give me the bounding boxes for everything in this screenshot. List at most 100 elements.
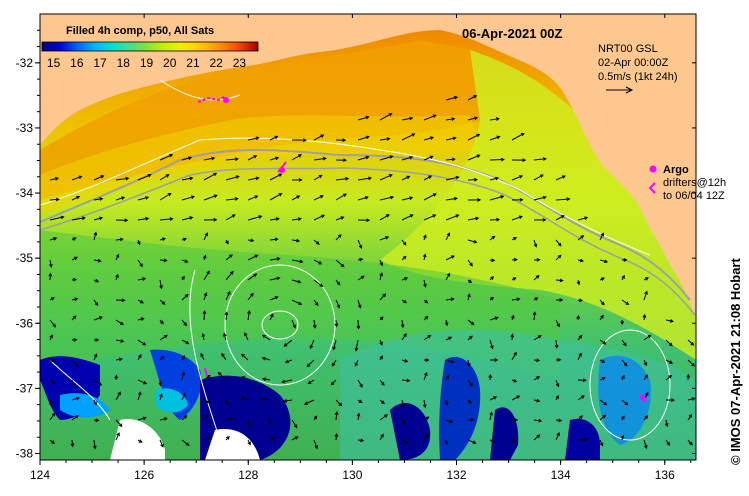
- velocity-arrow: [181, 439, 190, 446]
- velocity-arrow: [445, 96, 458, 101]
- velocity-arrow: [203, 414, 208, 421]
- velocity-arrow: [159, 279, 163, 289]
- velocity-arrow: [445, 176, 459, 181]
- eddy-contour: [224, 264, 336, 386]
- velocity-arrow: [335, 412, 338, 421]
- velocity-arrow: [137, 392, 142, 401]
- velocity-arrow: [599, 414, 606, 421]
- velocity-arrow: [423, 175, 432, 181]
- y-tick-label: -32: [16, 56, 34, 70]
- velocity-arrow: [247, 273, 257, 281]
- velocity-arrow: [71, 379, 76, 388]
- velocity-arrow: [93, 353, 98, 361]
- velocity-arrow: [555, 339, 558, 348]
- velocity-arrow: [467, 95, 477, 101]
- velocity-arrow: [282, 379, 293, 383]
- velocity-arrow: [49, 319, 56, 328]
- y-tick-label: -34: [16, 186, 34, 200]
- colorbar-ramp: [41, 41, 259, 52]
- velocity-arrow: [218, 372, 227, 381]
- velocity-arrow: [291, 299, 302, 305]
- velocity-arrow: [304, 399, 315, 405]
- velocity-arrow: [511, 352, 517, 361]
- velocity-arrow: [401, 175, 410, 181]
- velocity-arrow: [159, 193, 171, 201]
- velocity-arrow: [247, 155, 257, 161]
- velocity-arrow: [137, 278, 146, 281]
- velocity-arrow: [533, 419, 542, 422]
- velocity-arrow: [533, 158, 546, 161]
- velocity-arrow: [401, 117, 413, 121]
- velocity-arrow: [115, 339, 124, 342]
- velocity-arrow: [181, 339, 189, 345]
- velocity-arrow: [247, 195, 258, 201]
- velocity-arrow: [489, 177, 499, 181]
- velocity-arrow: [555, 255, 562, 261]
- velocity-arrow: [423, 193, 437, 201]
- velocity-arrow: [291, 218, 301, 221]
- velocity-arrow: [467, 439, 476, 444]
- velocity-arrow: [181, 216, 193, 221]
- velocity-arrow: [335, 259, 345, 268]
- velocity-arrow: [291, 436, 298, 441]
- velocity-arrow: [181, 372, 185, 381]
- velocity-arrow: [306, 359, 315, 367]
- colorbar-tick-label: 21: [186, 56, 200, 70]
- velocity-arrow: [221, 353, 227, 361]
- velocity-arrow: [445, 419, 453, 423]
- colorbar-tick-label: 17: [93, 56, 107, 70]
- velocity-arrow: [115, 238, 123, 241]
- velocity-arrow: [511, 395, 520, 401]
- velocity-arrow: [313, 195, 324, 201]
- velocity-arrow: [115, 196, 125, 201]
- velocity-arrow: [181, 294, 189, 301]
- velocity-arrow: [357, 275, 365, 281]
- velocity-arrow: [115, 432, 120, 441]
- velocity-arrow: [357, 413, 360, 421]
- velocity-arrow: [511, 175, 523, 181]
- velocity-arrow: [687, 439, 693, 446]
- velocity-arrow: [357, 136, 369, 141]
- argo-legend: Argo drifters@12h to 06/04 12Z: [649, 164, 726, 202]
- velocity-arrow: [489, 317, 498, 321]
- velocity-arrow: [379, 272, 383, 281]
- map-date-title: 06-Apr-2021 00Z: [462, 26, 562, 41]
- velocity-arrow: [262, 334, 271, 341]
- velocity-arrow: [423, 399, 426, 408]
- velocity-arrow: [93, 379, 102, 386]
- velocity-arrow: [445, 137, 456, 141]
- velocity-arrow: [423, 114, 436, 121]
- velocity-arrow: [423, 372, 428, 381]
- colorbar-tick-label: 23: [233, 56, 247, 70]
- velocity-arrow: [242, 376, 249, 381]
- velocity-arrow: [49, 177, 59, 181]
- velocity-arrow: [93, 232, 97, 241]
- x-tick-label: 132: [446, 468, 466, 482]
- velocity-arrow: [71, 196, 80, 201]
- velocity-arrow: [269, 135, 278, 141]
- velocity-arrow: [555, 215, 565, 221]
- velocity-arrow: [467, 259, 473, 267]
- velocity-arrow: [467, 319, 474, 325]
- velocity-arrow: [555, 379, 559, 387]
- velocity-arrow: [665, 339, 673, 346]
- velocity-arrow: [159, 218, 173, 221]
- velocity-arrow: [533, 196, 546, 201]
- velocity-arrow: [335, 193, 347, 201]
- velocity-arrow: [247, 177, 259, 181]
- velocity-arrow: [159, 154, 173, 161]
- velocity-arrow: [357, 299, 361, 308]
- velocity-arrow: [261, 398, 271, 401]
- velocity-arrow: [379, 414, 388, 421]
- velocity-arrow: [203, 157, 215, 161]
- y-tick-label: -37: [16, 381, 34, 395]
- colorbar-tick-label: 15: [47, 56, 61, 70]
- velocity-arrow: [379, 174, 393, 181]
- velocity-arrow: [687, 339, 694, 346]
- velocity-arrow: [355, 339, 359, 351]
- y-axis: -32 -33 -34 -35 -36 -37 -38: [16, 29, 696, 460]
- velocity-arrow: [203, 232, 208, 241]
- velocity-arrow: [445, 214, 459, 221]
- velocity-arrow: [247, 293, 254, 301]
- velocity-arrow: [331, 359, 337, 367]
